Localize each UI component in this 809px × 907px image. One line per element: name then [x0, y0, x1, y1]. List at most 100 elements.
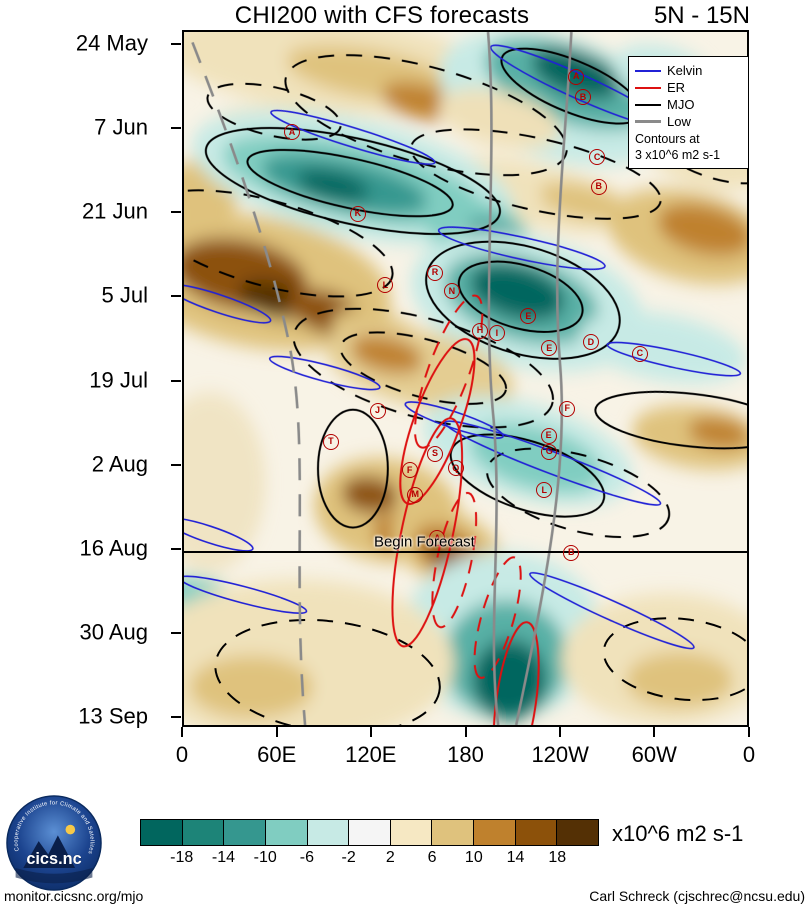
begin-forecast-label: Begin Forecast [373, 533, 475, 551]
contour-note-line1: Contours at [635, 132, 700, 146]
footer-credit: Carl Schreck (cjschrec@ncsu.edu) [589, 888, 805, 904]
x-axis-label: 60W [631, 742, 677, 767]
x-axis-label: 0 [175, 742, 189, 767]
er-contour [402, 286, 495, 457]
colorbar-tick-label: -6 [299, 849, 315, 866]
storm-marker-a: A [283, 124, 300, 141]
y-axis-label: 13 Sep [78, 703, 148, 729]
er-line-swatch [635, 86, 661, 89]
legend-item-er: ER [635, 79, 742, 96]
storm-marker-l: L [536, 482, 553, 499]
legend-label-kelvin: Kelvin [667, 63, 703, 78]
x-axis-label: 120E [345, 742, 397, 767]
anomaly-blob [469, 423, 603, 494]
footer-site-url: monitor.cicsnc.org/mjo [4, 888, 144, 904]
colorbar-tick-label: -2 [341, 849, 356, 866]
x-axis-labels: 0 60E 120E 180 120W 60W 0 [176, 742, 755, 770]
y-axis-label: 19 Jul [89, 367, 148, 393]
storm-marker-f: F [559, 400, 576, 417]
anomaly-blob [470, 263, 565, 321]
y-axis-tick [171, 631, 181, 634]
anomaly-blob [189, 655, 314, 719]
kelvin-contour [268, 350, 381, 395]
storm-marker-a: A [429, 530, 446, 547]
logo-wordmark: cics.nc [26, 850, 81, 868]
legend-label-low: Low [667, 114, 691, 129]
colorbar-tick-label: 14 [506, 849, 525, 866]
x-axis-tick [748, 727, 750, 737]
colorbar-cell [182, 820, 225, 845]
storm-marker-h: H [472, 322, 488, 339]
y-axis-ticks [171, 30, 181, 723]
y-axis-tick [171, 295, 181, 298]
colorbar-tick-labels: -18 -14 -10 -6 -2 2 6 10 14 18 [140, 849, 599, 869]
colorbar-tick-label: -10 [253, 849, 277, 866]
mjo-contour [406, 112, 666, 237]
y-axis-label: 2 Aug [91, 450, 148, 476]
y-axis-tick [171, 379, 181, 382]
colorbar-units-label: x10^6 m2 s-1 [612, 821, 744, 846]
anomaly-blob [184, 392, 266, 573]
storm-marker-i: I [488, 325, 505, 342]
storm-marker-e: E [520, 308, 537, 325]
colorbar-tick-label: -18 [170, 849, 194, 866]
y-axis-label: 21 Jun [81, 198, 148, 224]
x-axis-tick [653, 727, 656, 737]
storm-marker-l: L [377, 277, 394, 294]
anomaly-blob [472, 639, 547, 721]
anomaly-blob [438, 88, 561, 149]
er-contour [378, 410, 476, 654]
mjo-line-swatch [635, 103, 661, 106]
colorbar-tick-label: 6 [427, 849, 437, 866]
colorbar-cell [307, 820, 350, 845]
y-axis-tick [171, 42, 181, 45]
mjo-contour [184, 169, 400, 318]
colorbar-cell [141, 820, 183, 845]
storm-marker-m: M [407, 486, 424, 503]
legend-item-low: Low [635, 113, 742, 130]
colorbar [140, 819, 599, 846]
colorbar-tick-label: 10 [464, 849, 483, 866]
legend-item-kelvin: Kelvin [635, 62, 742, 79]
colorbar-cell [432, 820, 475, 845]
mjo-contour [593, 384, 747, 457]
colorbar-cell [224, 820, 266, 845]
mjo-contour [318, 410, 388, 528]
colorbar-cell [557, 820, 599, 845]
x-axis-tick [559, 727, 562, 737]
anomaly-blob [578, 311, 747, 384]
contour-note-line2: 3 x10^6 m2 s-1 [635, 148, 721, 162]
anomaly-blob [297, 170, 370, 202]
kelvin-line-swatch [635, 69, 661, 72]
storm-marker-b: B [563, 544, 580, 561]
storm-marker-q: Q [447, 460, 464, 477]
kelvin-contour [437, 219, 606, 277]
anomaly-blob [350, 335, 423, 374]
latitude-range-label: 5N - 15N [653, 2, 750, 29]
y-axis-tick [171, 548, 181, 551]
er-contour [386, 328, 489, 515]
anomaly-blob [341, 476, 398, 514]
x-axis-tick [275, 727, 278, 737]
wave-legend: Kelvin ER MJO Low Contours at 3 x10^6 m2… [628, 56, 749, 169]
colorbar-cell [515, 820, 558, 845]
kelvin-contour [404, 396, 505, 444]
storm-marker-b: B [590, 178, 607, 195]
colorbar-tick-label: 18 [548, 849, 567, 866]
y-axis-tick [171, 127, 181, 130]
kelvin-contour [527, 565, 696, 657]
colorbar-tick-label: 2 [385, 849, 395, 866]
x-axis-label: 180 [447, 742, 484, 767]
mjo-contour [454, 249, 588, 344]
storm-marker-k: K [349, 205, 366, 222]
storm-marker-e: E [540, 427, 557, 444]
storm-marker-c: C [589, 149, 606, 166]
legend-label-er: ER [667, 80, 686, 95]
storm-marker-a: A [568, 68, 585, 85]
y-axis-labels: 24 May 7 Jun 21 Jun 5 Jul 19 Jul 2 Aug 16 Aug 3… [0, 30, 160, 728]
er-contour [465, 551, 530, 684]
low-contour [488, 32, 498, 725]
mjo-contour [211, 609, 443, 725]
x-axis-label: 120W [531, 742, 589, 767]
y-axis-tick [171, 463, 181, 466]
